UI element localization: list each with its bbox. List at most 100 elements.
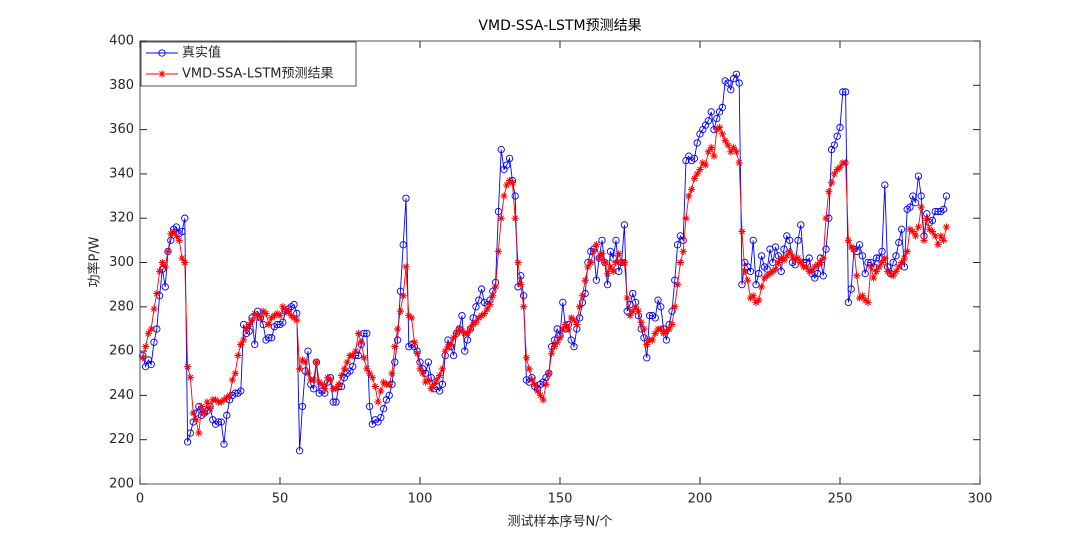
x-tick-label: 200 [688,492,713,507]
data-point [483,305,491,313]
data-point [872,254,881,262]
data-point [503,181,511,189]
data-point [900,254,908,262]
data-point [520,303,528,311]
data-point [237,340,245,349]
y-tick-label: 340 [109,166,134,181]
x-tick-label: 250 [828,492,853,507]
data-point [393,336,402,344]
data-point [181,214,189,222]
data-point [192,416,200,424]
data-point [923,214,931,222]
data-point [441,347,449,355]
data-point [724,141,732,149]
data-point [604,269,612,278]
data-point [298,402,307,411]
data-point [553,338,561,346]
data-point [707,143,715,151]
data-point [492,283,500,291]
data-point [402,194,410,202]
data-point [556,334,564,342]
data-point [416,365,424,373]
data-point [780,256,788,264]
data-point [365,402,374,411]
data-point [718,103,727,112]
data-point [567,336,575,344]
data-point [410,338,418,346]
data-point [828,179,836,187]
data-point [847,285,855,293]
data-point [139,354,147,362]
data-point [354,329,362,337]
data-point [917,203,925,211]
y-tick-label: 200 [109,477,134,492]
data-point [214,418,223,426]
data-point [897,225,906,233]
data-point [783,252,791,260]
data-point [536,391,544,399]
data-point [573,320,581,329]
data-point [651,329,659,337]
data-point [937,232,945,240]
data-point [797,258,805,267]
data-point [228,376,236,384]
data-point [301,358,309,366]
data-point [643,354,651,362]
data-point [184,363,192,371]
data-point [231,369,239,377]
data-point [738,280,746,289]
y-tick-label: 300 [109,255,134,270]
data-point [833,132,841,140]
data-point [430,380,438,388]
data-point [771,243,780,251]
data-point [853,272,861,280]
data-point [836,123,844,132]
data-point [727,148,735,156]
data-point [844,236,852,244]
data-point [519,292,528,300]
data-point [939,205,948,213]
data-point [349,351,357,360]
data-point [620,258,628,267]
data-point [505,154,514,163]
data-point [399,292,407,300]
data-point [797,221,805,229]
data-point [564,325,572,333]
legend-marker [158,49,166,57]
data-point [637,318,645,326]
data-point [629,307,637,315]
data-point [144,329,152,337]
data-point [161,283,169,291]
data-point [704,148,712,156]
data-point [466,325,474,333]
data-point [654,296,662,304]
data-point [623,294,631,302]
data-point [609,254,617,262]
data-point [438,380,447,388]
data-point [657,303,665,311]
data-point [581,276,589,284]
data-point [514,258,522,267]
data-point [161,263,169,271]
data-point [578,292,586,300]
data-point [911,199,920,207]
data-point [755,269,763,278]
data-point [864,298,872,306]
data-point [321,385,329,393]
data-point [629,289,637,298]
data-point [673,241,682,249]
data-point [671,303,679,311]
data-point [377,413,385,422]
data-point [685,192,693,200]
data-point [758,283,766,291]
data-point [696,165,704,174]
data-point [458,312,466,320]
data-point [679,236,687,245]
data-point [290,300,298,309]
data-point [497,214,505,222]
data-point [534,387,542,395]
data-point [942,192,951,200]
data-point [774,258,782,267]
data-point [500,192,508,200]
